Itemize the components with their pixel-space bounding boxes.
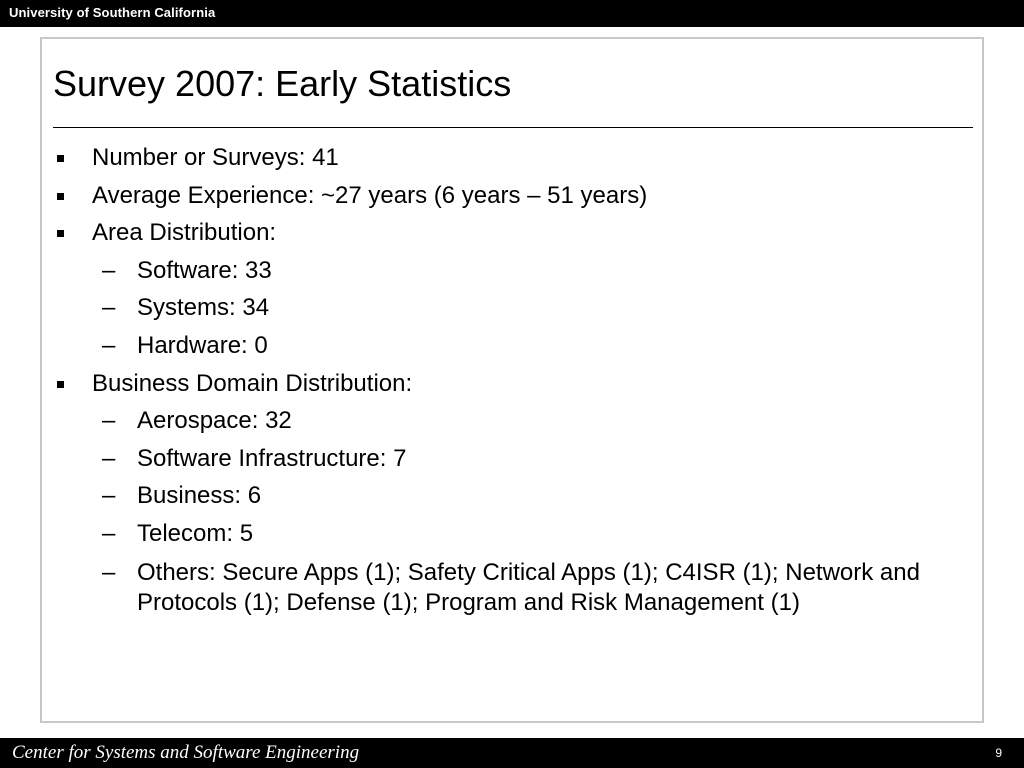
dash-bullet-icon: – (102, 558, 116, 586)
slide-title: Survey 2007: Early Statistics (53, 63, 512, 104)
dash-bullet-icon: – (102, 331, 116, 359)
slide-frame (40, 37, 984, 723)
sub-item-business: – Business: 6 (53, 482, 953, 510)
sub-item-text: Software Infrastructure: 7 (137, 444, 407, 472)
sub-item-text: Software: 33 (137, 256, 272, 284)
dash-bullet-icon: – (102, 482, 116, 510)
page-number: 9 (995, 746, 1002, 760)
bullet-item-surveys: Number or Surveys: 41 (53, 144, 953, 172)
square-bullet-icon (57, 380, 64, 388)
bullet-text: Area Distribution: (92, 219, 277, 247)
bullet-text: Number or Surveys: 41 (92, 144, 339, 171)
square-bullet-icon (57, 192, 64, 200)
dash-bullet-icon: – (102, 444, 116, 472)
bullet-text: Average Experience: ~27 years (6 years –… (92, 181, 648, 209)
footer-center-name: Center for Systems and Software Engineer… (12, 742, 360, 763)
bullet-list: Number or Surveys: 41 Average Experience… (53, 144, 953, 627)
sub-item-others: – Others: Secure Apps (1); Safety Critic… (53, 558, 967, 618)
organization-name: University of Southern California (9, 5, 216, 20)
sub-item-text: Systems: 34 (137, 294, 270, 322)
sub-item-systems: – Systems: 34 (53, 294, 953, 322)
dash-bullet-icon: – (102, 256, 116, 284)
sub-item-aerospace: – Aerospace: 32 (53, 407, 953, 435)
sub-item-text: Aerospace: 32 (137, 407, 292, 435)
bullet-item-area-distribution: Area Distribution: (53, 219, 953, 247)
footer-bar: Center for Systems and Software Engineer… (0, 738, 1024, 768)
dash-bullet-icon: – (102, 294, 116, 322)
header-bar: University of Southern California (0, 0, 1024, 27)
sub-item-software-infrastructure: – Software Infrastructure: 7 (53, 445, 953, 473)
sub-item-text: Business: 6 (137, 482, 262, 510)
square-bullet-icon (57, 230, 64, 238)
sub-item-text: Telecom: 5 (137, 519, 254, 547)
dash-bullet-icon: – (102, 407, 116, 435)
title-divider (53, 127, 973, 128)
sub-item-text: Others: Secure Apps (1); Safety Critical… (137, 558, 920, 616)
square-bullet-icon (57, 155, 64, 162)
bullet-item-experience: Average Experience: ~27 years (6 years –… (53, 182, 953, 210)
sub-item-software: – Software: 33 (53, 257, 953, 285)
dash-bullet-icon: – (102, 519, 116, 547)
sub-item-telecom: – Telecom: 5 (53, 520, 953, 548)
sub-item-text: Hardware: 0 (137, 331, 268, 359)
bullet-item-business-domain: Business Domain Distribution: (53, 370, 953, 398)
sub-item-hardware: – Hardware: 0 (53, 332, 953, 360)
bullet-text: Business Domain Distribution: (92, 369, 413, 397)
